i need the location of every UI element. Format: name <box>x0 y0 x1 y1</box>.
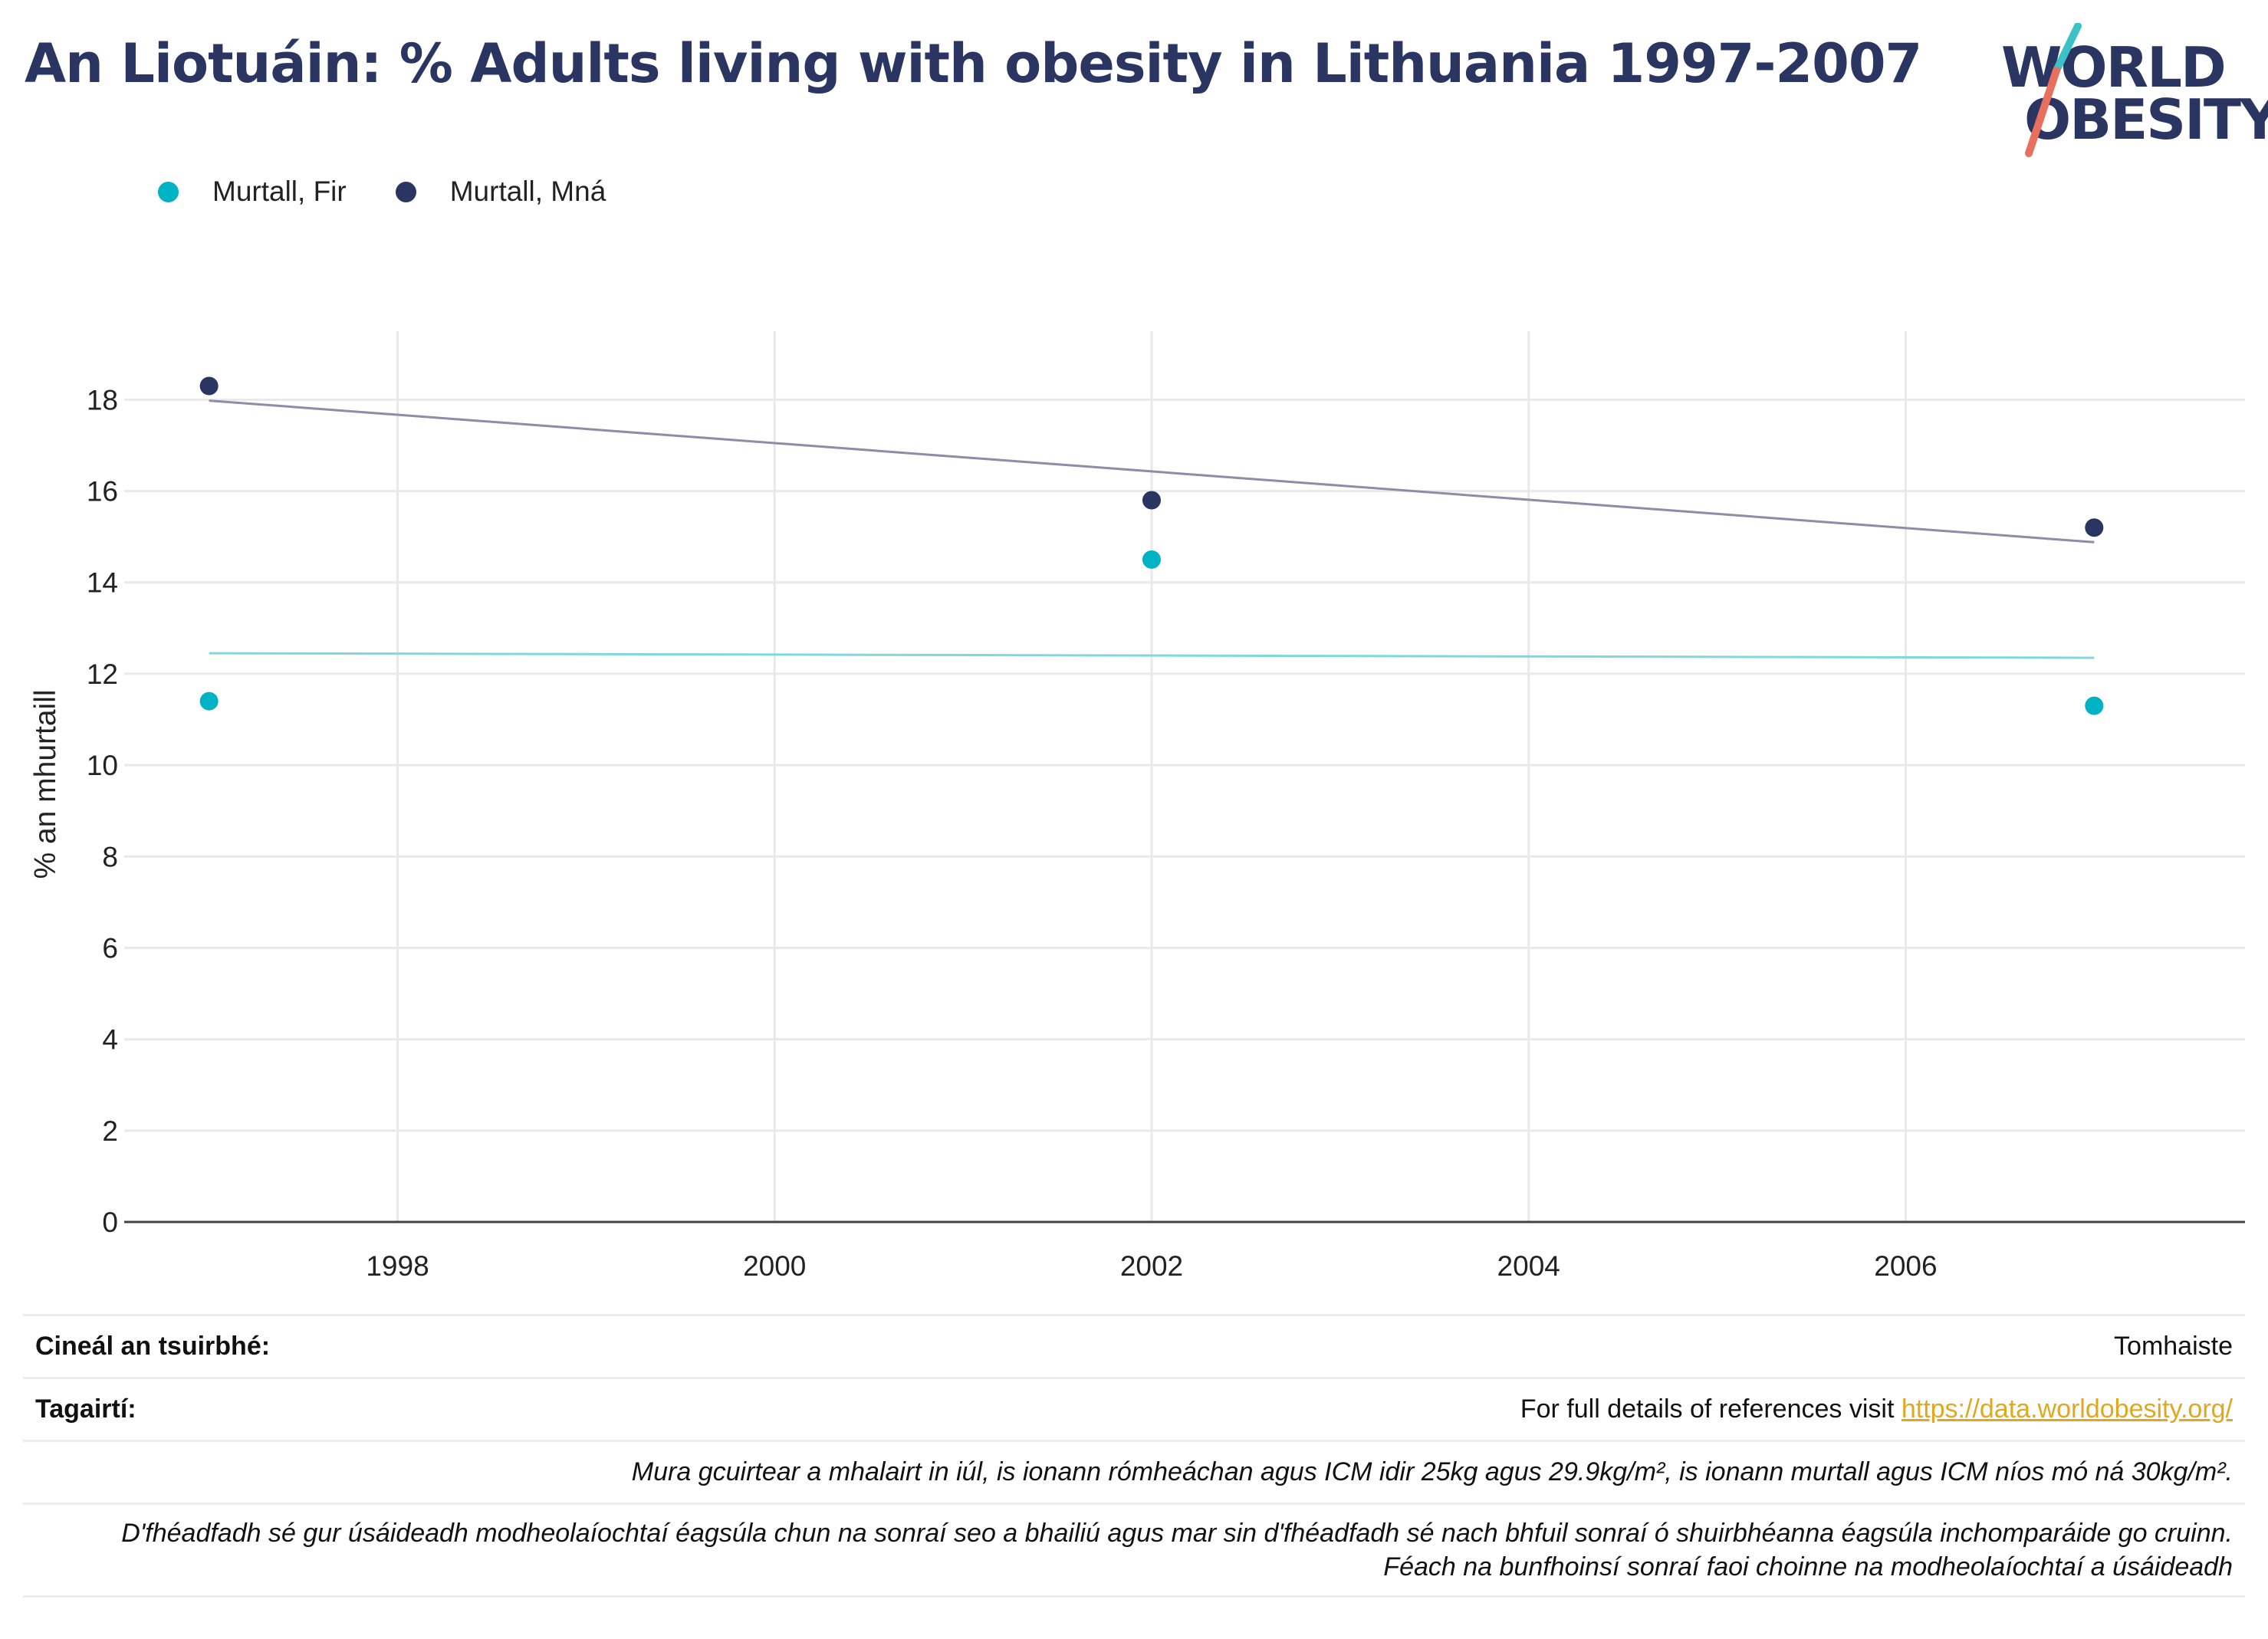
survey-type-row: Cineál an tsuirbhé: Tomhaiste <box>23 1314 2245 1377</box>
definition-note: Mura gcuirtear a mhalairt in iúl, is ion… <box>631 1457 2233 1486</box>
y-tick-label: 4 <box>102 1024 118 1056</box>
world-obesity-logo: WORLD OBESITY <box>2001 23 2268 161</box>
references-link[interactable]: https://data.worldobesity.org/ <box>1901 1394 2233 1424</box>
methodology-note-line-2: Féach na bunfhoinsí sonraí faoi choinne … <box>1383 1552 2233 1582</box>
references-value: For full details of references visit htt… <box>1520 1394 2233 1424</box>
y-tick-label: 16 <box>87 476 118 507</box>
data-point-women <box>2085 518 2104 537</box>
chart-plot: 0 2 4 6 8 10 12 14 16 18 1998 2000 2002 2004 2006 % an … <box>29 331 2245 1282</box>
x-tick-label: 2002 <box>1120 1250 1183 1282</box>
data-point-women <box>1142 491 1161 510</box>
references-text: For full details of references visit <box>1520 1394 1902 1424</box>
x-tick-label: 1998 <box>366 1250 429 1282</box>
y-tick-label: 6 <box>102 932 118 964</box>
y-axis-title: % an mhurtaill <box>29 689 62 879</box>
legend-dot-women <box>395 181 416 202</box>
definition-note-row: Mura gcuirtear a mhalairt in iúl, is ion… <box>23 1440 2245 1503</box>
y-tick-label: 12 <box>87 659 118 690</box>
chart-title: An Liotuáin: % Adults living with obesit… <box>25 32 1922 95</box>
logo-line-2: OBESITY <box>2024 87 2268 152</box>
legend-label-women: Murtall, Mná <box>449 176 606 207</box>
logo-slash-icon <box>2025 23 2082 157</box>
x-tick-label: 2000 <box>743 1250 806 1282</box>
references-label: Tagairtí: <box>35 1394 136 1424</box>
info-table: Cineál an tsuirbhé: Tomhaiste Tagairtí: … <box>23 1314 2245 1598</box>
data-point-men <box>2085 696 2104 715</box>
methodology-note: D'fhéadfadh sé gur úsáideadh modheolaíoc… <box>35 1516 2233 1584</box>
data-point-women <box>199 376 219 396</box>
trend-line-men <box>209 652 2095 659</box>
y-tick-label: 10 <box>87 750 118 781</box>
survey-type-label: Cineál an tsuirbhé: <box>35 1332 271 1361</box>
x-tick-label: 2006 <box>1874 1250 1937 1282</box>
references-row: Tagairtí: For full details of references… <box>23 1377 2245 1440</box>
logo-line-1: WORLD <box>2001 35 2227 100</box>
legend-item-men[interactable]: Murtall, Fir <box>158 176 347 208</box>
y-tick-label: 14 <box>87 567 118 599</box>
methodology-note-line-1: D'fhéadfadh sé gur úsáideadh modheolaíoc… <box>121 1519 2233 1548</box>
data-point-men <box>199 691 219 711</box>
legend-dot-men <box>158 181 179 202</box>
methodology-note-row: D'fhéadfadh sé gur úsáideadh modheolaíoc… <box>23 1503 2245 1598</box>
legend-item-women[interactable]: Murtall, Mná <box>395 176 606 208</box>
y-tick-label: 8 <box>102 841 118 872</box>
survey-type-value: Tomhaiste <box>2114 1332 2233 1361</box>
y-tick-label: 18 <box>87 384 118 415</box>
legend-label-men: Murtall, Fir <box>212 176 347 207</box>
x-tick-label: 2004 <box>1497 1250 1560 1282</box>
y-tick-label: 0 <box>102 1207 118 1238</box>
trend-line-women <box>209 399 2095 544</box>
data-point-men <box>1142 550 1161 569</box>
legend: Murtall, Fir Murtall, Mná <box>158 170 655 213</box>
y-tick-label: 2 <box>102 1115 118 1147</box>
